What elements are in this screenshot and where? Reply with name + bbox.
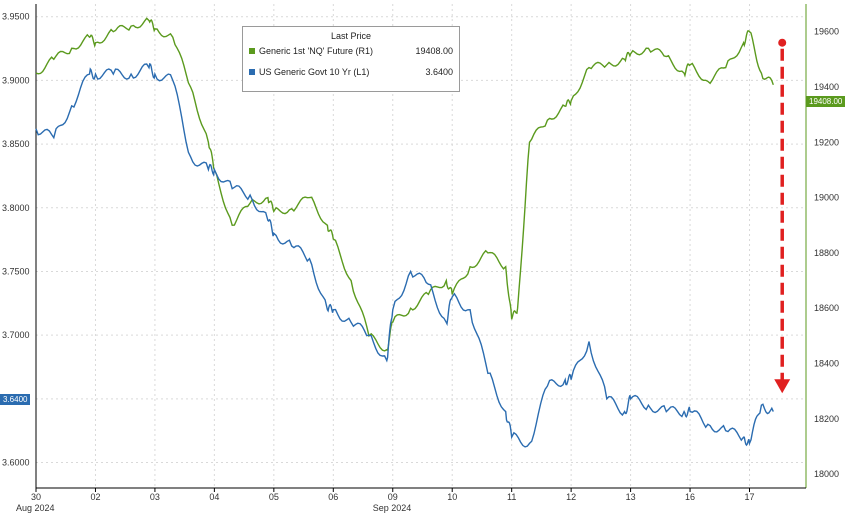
right-tick-label: 18800 — [814, 248, 839, 258]
right-tick-label: 19200 — [814, 137, 839, 147]
last-price-tag-left: 3.6400 — [0, 394, 31, 405]
series-line-nq — [35, 17, 774, 352]
annotation-layer — [774, 38, 791, 394]
right-tick-label: 19400 — [814, 82, 839, 92]
right-tick-label: 18600 — [814, 303, 839, 313]
legend-swatch-nq — [249, 48, 255, 54]
right-tick-label: 19600 — [814, 27, 839, 37]
right-tick-label: 19000 — [814, 193, 839, 203]
axes: 3.95003.90003.85003.80003.75003.70003.65… — [2, 4, 839, 513]
left-tick-label: 3.7500 — [2, 266, 30, 276]
legend-item-nq: Generic 1st 'NQ' Future (R1) 19408.00 — [249, 44, 453, 58]
left-tick-label: 3.9000 — [2, 75, 30, 85]
legend-value-nq: 19408.00 — [415, 46, 453, 56]
x-sub-label: Sep 2024 — [373, 503, 412, 513]
series-layer — [35, 17, 774, 448]
x-tick-label: 11 — [507, 492, 516, 502]
left-tick-label: 3.9500 — [2, 12, 30, 22]
left-tick-label: 3.8000 — [2, 203, 30, 213]
legend-value-us10y: 3.6400 — [425, 67, 453, 77]
legend-title: Last Price — [330, 31, 372, 41]
annotation-arrow-start-dot — [778, 38, 787, 47]
x-tick-label: 16 — [685, 492, 695, 502]
x-tick-label: 02 — [90, 492, 100, 502]
x-tick-label: 06 — [328, 492, 338, 502]
legend-swatch-us10y — [249, 69, 255, 75]
left-tick-label: 3.6000 — [2, 458, 30, 468]
left-tick-label: 3.7000 — [2, 330, 30, 340]
right-tick-label: 18200 — [814, 414, 839, 424]
x-tick-label: 03 — [150, 492, 160, 502]
series-line-us10y — [35, 63, 774, 448]
x-tick-label: 04 — [209, 492, 219, 502]
legend-label-us10y: US Generic Govt 10 Yr (L1) — [259, 67, 370, 77]
x-tick-label: 10 — [447, 492, 457, 502]
right-tick-label: 18400 — [814, 359, 839, 369]
x-tick-label: 09 — [388, 492, 398, 502]
legend-item-us10y: US Generic Govt 10 Yr (L1) 3.6400 — [249, 65, 453, 79]
x-tick-label: 05 — [269, 492, 279, 502]
right-tick-label: 18000 — [814, 469, 839, 479]
left-tick-label: 3.8500 — [2, 139, 30, 149]
annotation-arrow-head — [774, 379, 791, 394]
x-tick-label: 13 — [626, 492, 636, 502]
x-tick-label: 12 — [566, 492, 576, 502]
x-sub-label: Aug 2024 — [16, 503, 55, 513]
x-tick-label: 17 — [745, 492, 755, 502]
x-tick-label: 30 — [31, 492, 41, 502]
last-price-tag-right: 19408.00 — [806, 96, 846, 107]
legend-label-nq: Generic 1st 'NQ' Future (R1) — [259, 46, 373, 56]
legend: Last Price Generic 1st 'NQ' Future (R1) … — [242, 26, 460, 92]
